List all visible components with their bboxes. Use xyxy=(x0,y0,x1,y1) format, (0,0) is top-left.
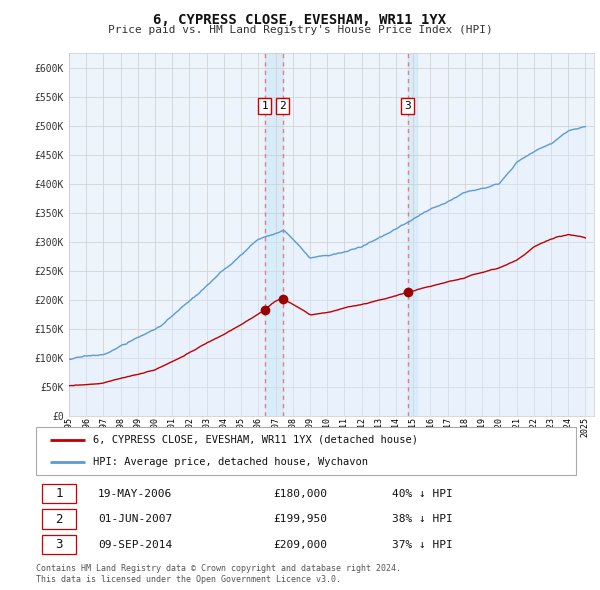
Text: 37% ↓ HPI: 37% ↓ HPI xyxy=(392,540,453,550)
Text: 3: 3 xyxy=(404,101,412,111)
Text: This data is licensed under the Open Government Licence v3.0.: This data is licensed under the Open Gov… xyxy=(36,575,341,584)
Text: 3: 3 xyxy=(55,538,63,551)
Text: Price paid vs. HM Land Registry's House Price Index (HPI): Price paid vs. HM Land Registry's House … xyxy=(107,25,493,35)
Text: 1: 1 xyxy=(55,487,63,500)
Text: HPI: Average price, detached house, Wychavon: HPI: Average price, detached house, Wych… xyxy=(92,457,368,467)
Text: Contains HM Land Registry data © Crown copyright and database right 2024.: Contains HM Land Registry data © Crown c… xyxy=(36,564,401,573)
Text: 01-JUN-2007: 01-JUN-2007 xyxy=(98,514,172,524)
Text: 6, CYPRESS CLOSE, EVESHAM, WR11 1YX (detached house): 6, CYPRESS CLOSE, EVESHAM, WR11 1YX (det… xyxy=(92,435,418,445)
FancyBboxPatch shape xyxy=(36,427,576,475)
Text: 2: 2 xyxy=(280,101,286,111)
FancyBboxPatch shape xyxy=(43,509,76,529)
Bar xyxy=(408,53,416,416)
Bar xyxy=(265,53,283,416)
Text: 1: 1 xyxy=(262,101,268,111)
Text: £180,000: £180,000 xyxy=(274,489,328,499)
Text: 6, CYPRESS CLOSE, EVESHAM, WR11 1YX: 6, CYPRESS CLOSE, EVESHAM, WR11 1YX xyxy=(154,13,446,27)
FancyBboxPatch shape xyxy=(43,535,76,555)
Text: £199,950: £199,950 xyxy=(274,514,328,524)
Text: 09-SEP-2014: 09-SEP-2014 xyxy=(98,540,172,550)
FancyBboxPatch shape xyxy=(43,484,76,503)
Text: 38% ↓ HPI: 38% ↓ HPI xyxy=(392,514,453,524)
Text: 2: 2 xyxy=(55,513,63,526)
Text: 19-MAY-2006: 19-MAY-2006 xyxy=(98,489,172,499)
Text: 40% ↓ HPI: 40% ↓ HPI xyxy=(392,489,453,499)
Text: £209,000: £209,000 xyxy=(274,540,328,550)
